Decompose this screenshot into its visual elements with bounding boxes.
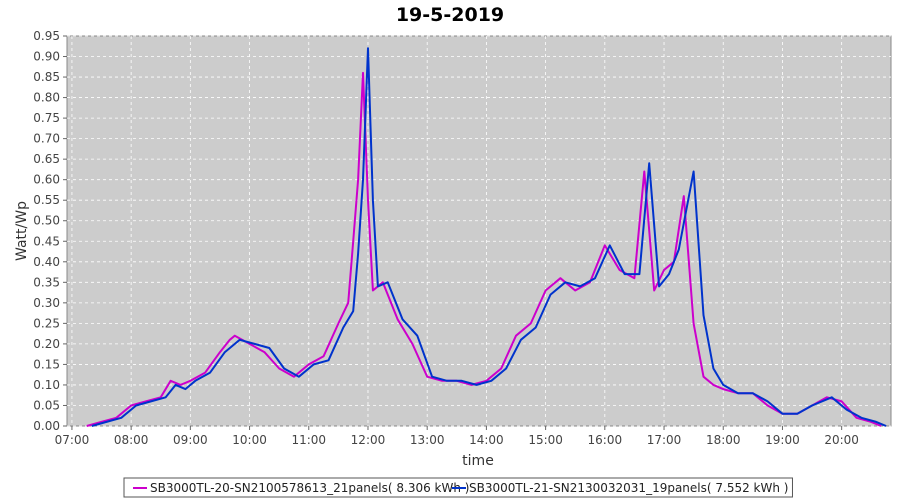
series-line-1 bbox=[86, 71, 882, 427]
x-tick-label: 15:00 bbox=[528, 433, 563, 447]
y-tick-label: 0.05 bbox=[33, 398, 60, 412]
y-tick-label: 0.70 bbox=[33, 132, 60, 146]
y-tick-label: 0.50 bbox=[33, 214, 60, 228]
y-tick-label: 0.60 bbox=[33, 173, 60, 187]
legend-label-1: SB3000TL-20-SN2100578613_21panels( 8.306… bbox=[150, 481, 469, 495]
y-tick-label: 0.95 bbox=[33, 29, 60, 43]
legend-label-2: SB3000TL-21-SN2130032031_19panels( 7.552… bbox=[469, 481, 788, 495]
y-tick-label: 0.65 bbox=[33, 152, 60, 166]
x-tick-label: 20:00 bbox=[824, 433, 859, 447]
plot-area bbox=[66, 35, 892, 427]
y-axis-label: Watt/Wp bbox=[14, 201, 30, 261]
y-tick-label: 0.45 bbox=[33, 234, 60, 248]
y-tick-label: 0.15 bbox=[33, 357, 60, 371]
x-tick-label: 09:00 bbox=[173, 433, 208, 447]
series-line-2 bbox=[91, 47, 887, 427]
x-tick-label: 17:00 bbox=[647, 433, 682, 447]
y-tick-label: 0.75 bbox=[33, 111, 60, 125]
x-tick-label: 18:00 bbox=[706, 433, 741, 447]
y-tick-label: 0.10 bbox=[33, 378, 60, 392]
x-tick-label: 08:00 bbox=[114, 433, 149, 447]
y-tick-label: 0.40 bbox=[33, 255, 60, 269]
x-tick-label: 10:00 bbox=[232, 433, 267, 447]
series-layer bbox=[86, 47, 887, 427]
legend: SB3000TL-20-SN2100578613_21panels( 8.306… bbox=[123, 477, 793, 498]
y-tick-label: 0.20 bbox=[33, 337, 60, 351]
x-tick-label: 07:00 bbox=[55, 433, 90, 447]
grid-lines bbox=[67, 35, 891, 427]
y-tick-label: 0.90 bbox=[33, 50, 60, 64]
x-axis-label: time bbox=[462, 453, 494, 469]
y-tick-label: 0.55 bbox=[33, 193, 60, 207]
x-tick-label: 19:00 bbox=[765, 433, 800, 447]
chart-title: 19-5-2019 bbox=[396, 4, 504, 26]
y-tick-label: 0.25 bbox=[33, 316, 60, 330]
y-tick-label: 0.30 bbox=[33, 296, 60, 310]
y-tick-label: 0.35 bbox=[33, 275, 60, 289]
x-tick-label: 16:00 bbox=[588, 433, 623, 447]
x-tick-label: 11:00 bbox=[291, 433, 326, 447]
y-tick-label: 0.00 bbox=[33, 419, 60, 433]
x-tick-label: 12:00 bbox=[351, 433, 386, 447]
y-tick-label: 0.85 bbox=[33, 70, 60, 84]
x-axis: 07:00 08:00 09:00 10:00 11:00 12:00 13:00 14:00… bbox=[55, 426, 859, 447]
y-tick-label: 0.80 bbox=[33, 91, 60, 105]
y-axis: 0.00 0.05 0.10 0.15 0.20 0.25 0.30 0.35 0.40 0.45… bbox=[33, 29, 67, 433]
x-tick-label: 13:00 bbox=[410, 433, 445, 447]
x-tick-label: 14:00 bbox=[469, 433, 504, 447]
